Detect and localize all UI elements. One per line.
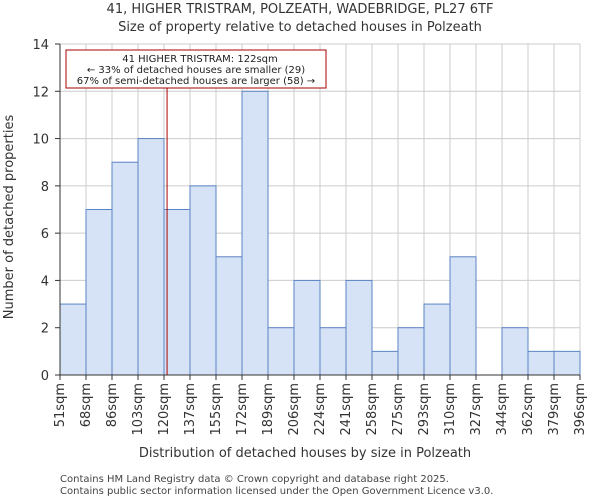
bar-120sqm [163, 209, 191, 376]
y-tick-label: 8 [41, 180, 49, 195]
x-axis-label: Distribution of detached houses by size … [139, 446, 471, 461]
bar-206sqm [293, 279, 321, 376]
x-tick-label: 275sqm [391, 383, 406, 436]
bar-224sqm [319, 327, 347, 376]
x-tick-label: 103sqm [131, 383, 146, 436]
x-tick-label: 224sqm [313, 383, 328, 436]
x-tick-label: 258sqm [365, 383, 380, 436]
y-tick-label: 6 [41, 227, 49, 242]
bar-155sqm [215, 256, 243, 376]
x-tick-label: 189sqm [261, 383, 276, 436]
y-tick-label: 0 [41, 369, 49, 384]
bar-293sqm [423, 303, 451, 376]
bar-275sqm [397, 327, 425, 376]
annotation-line-2: ← 33% of detached houses are smaller (29… [87, 65, 305, 76]
bar-86sqm [111, 161, 139, 376]
chart-title: 41, HIGHER TRISTRAM, POLZEATH, WADEBRIDG… [107, 2, 494, 17]
y-axis-ticks: 0 2 4 6 8 10 12 14 [32, 38, 60, 384]
bar-379sqm [553, 350, 581, 376]
x-tick-label: 396sqm [573, 383, 588, 436]
y-tick-label: 10 [32, 133, 49, 148]
bar-310sqm [449, 256, 477, 376]
x-tick-label: 137sqm [183, 383, 198, 436]
y-tick-label: 4 [41, 274, 49, 289]
x-tick-label: 310sqm [443, 383, 458, 436]
bar-362sqm [527, 350, 555, 376]
bar-103sqm [137, 138, 165, 376]
bar-189sqm [267, 327, 295, 376]
x-tick-label: 86sqm [105, 383, 120, 427]
x-tick-label: 344sqm [495, 383, 510, 436]
bar-137sqm [189, 185, 217, 376]
x-tick-label: 172sqm [235, 383, 250, 436]
y-tick-label: 12 [32, 85, 49, 100]
x-tick-label: 293sqm [417, 383, 432, 436]
y-tick-label: 2 [41, 322, 49, 337]
x-tick-label: 362sqm [521, 383, 536, 436]
bar-68sqm [85, 209, 113, 376]
bar-344sqm [501, 327, 529, 376]
x-tick-label: 206sqm [287, 383, 302, 436]
footer-line-1: Contains HM Land Registry data © Crown c… [60, 474, 449, 485]
footer-line-2: Contains public sector information licen… [60, 486, 493, 497]
y-axis-label: Number of detached properties [2, 115, 17, 320]
x-tick-label: 68sqm [79, 383, 94, 427]
x-tick-label: 51sqm [53, 383, 68, 427]
annotation-line-1: 41 HIGHER TRISTRAM: 122sqm [122, 54, 278, 65]
annotation-line-3: 67% of semi-detached houses are larger (… [77, 76, 315, 87]
x-tick-label: 120sqm [157, 383, 172, 436]
x-tick-label: 327sqm [469, 383, 484, 436]
bar-51sqm [59, 303, 87, 376]
annotation-box: 41 HIGHER TRISTRAM: 122sqm ← 33% of deta… [65, 49, 327, 89]
bar-241sqm [345, 279, 373, 376]
x-tick-label: 155sqm [209, 383, 224, 436]
x-tick-label: 379sqm [547, 383, 562, 436]
x-tick-label: 241sqm [339, 383, 354, 436]
bar-258sqm [371, 350, 399, 376]
y-tick-label: 14 [32, 38, 49, 53]
chart-subtitle: Size of property relative to detached ho… [118, 20, 482, 35]
bar-172sqm [241, 90, 269, 376]
bars [59, 90, 581, 376]
x-axis-ticks: 51sqm 68sqm 86sqm 103sqm 120sqm 137sqm 155sqm 1… [53, 375, 588, 436]
